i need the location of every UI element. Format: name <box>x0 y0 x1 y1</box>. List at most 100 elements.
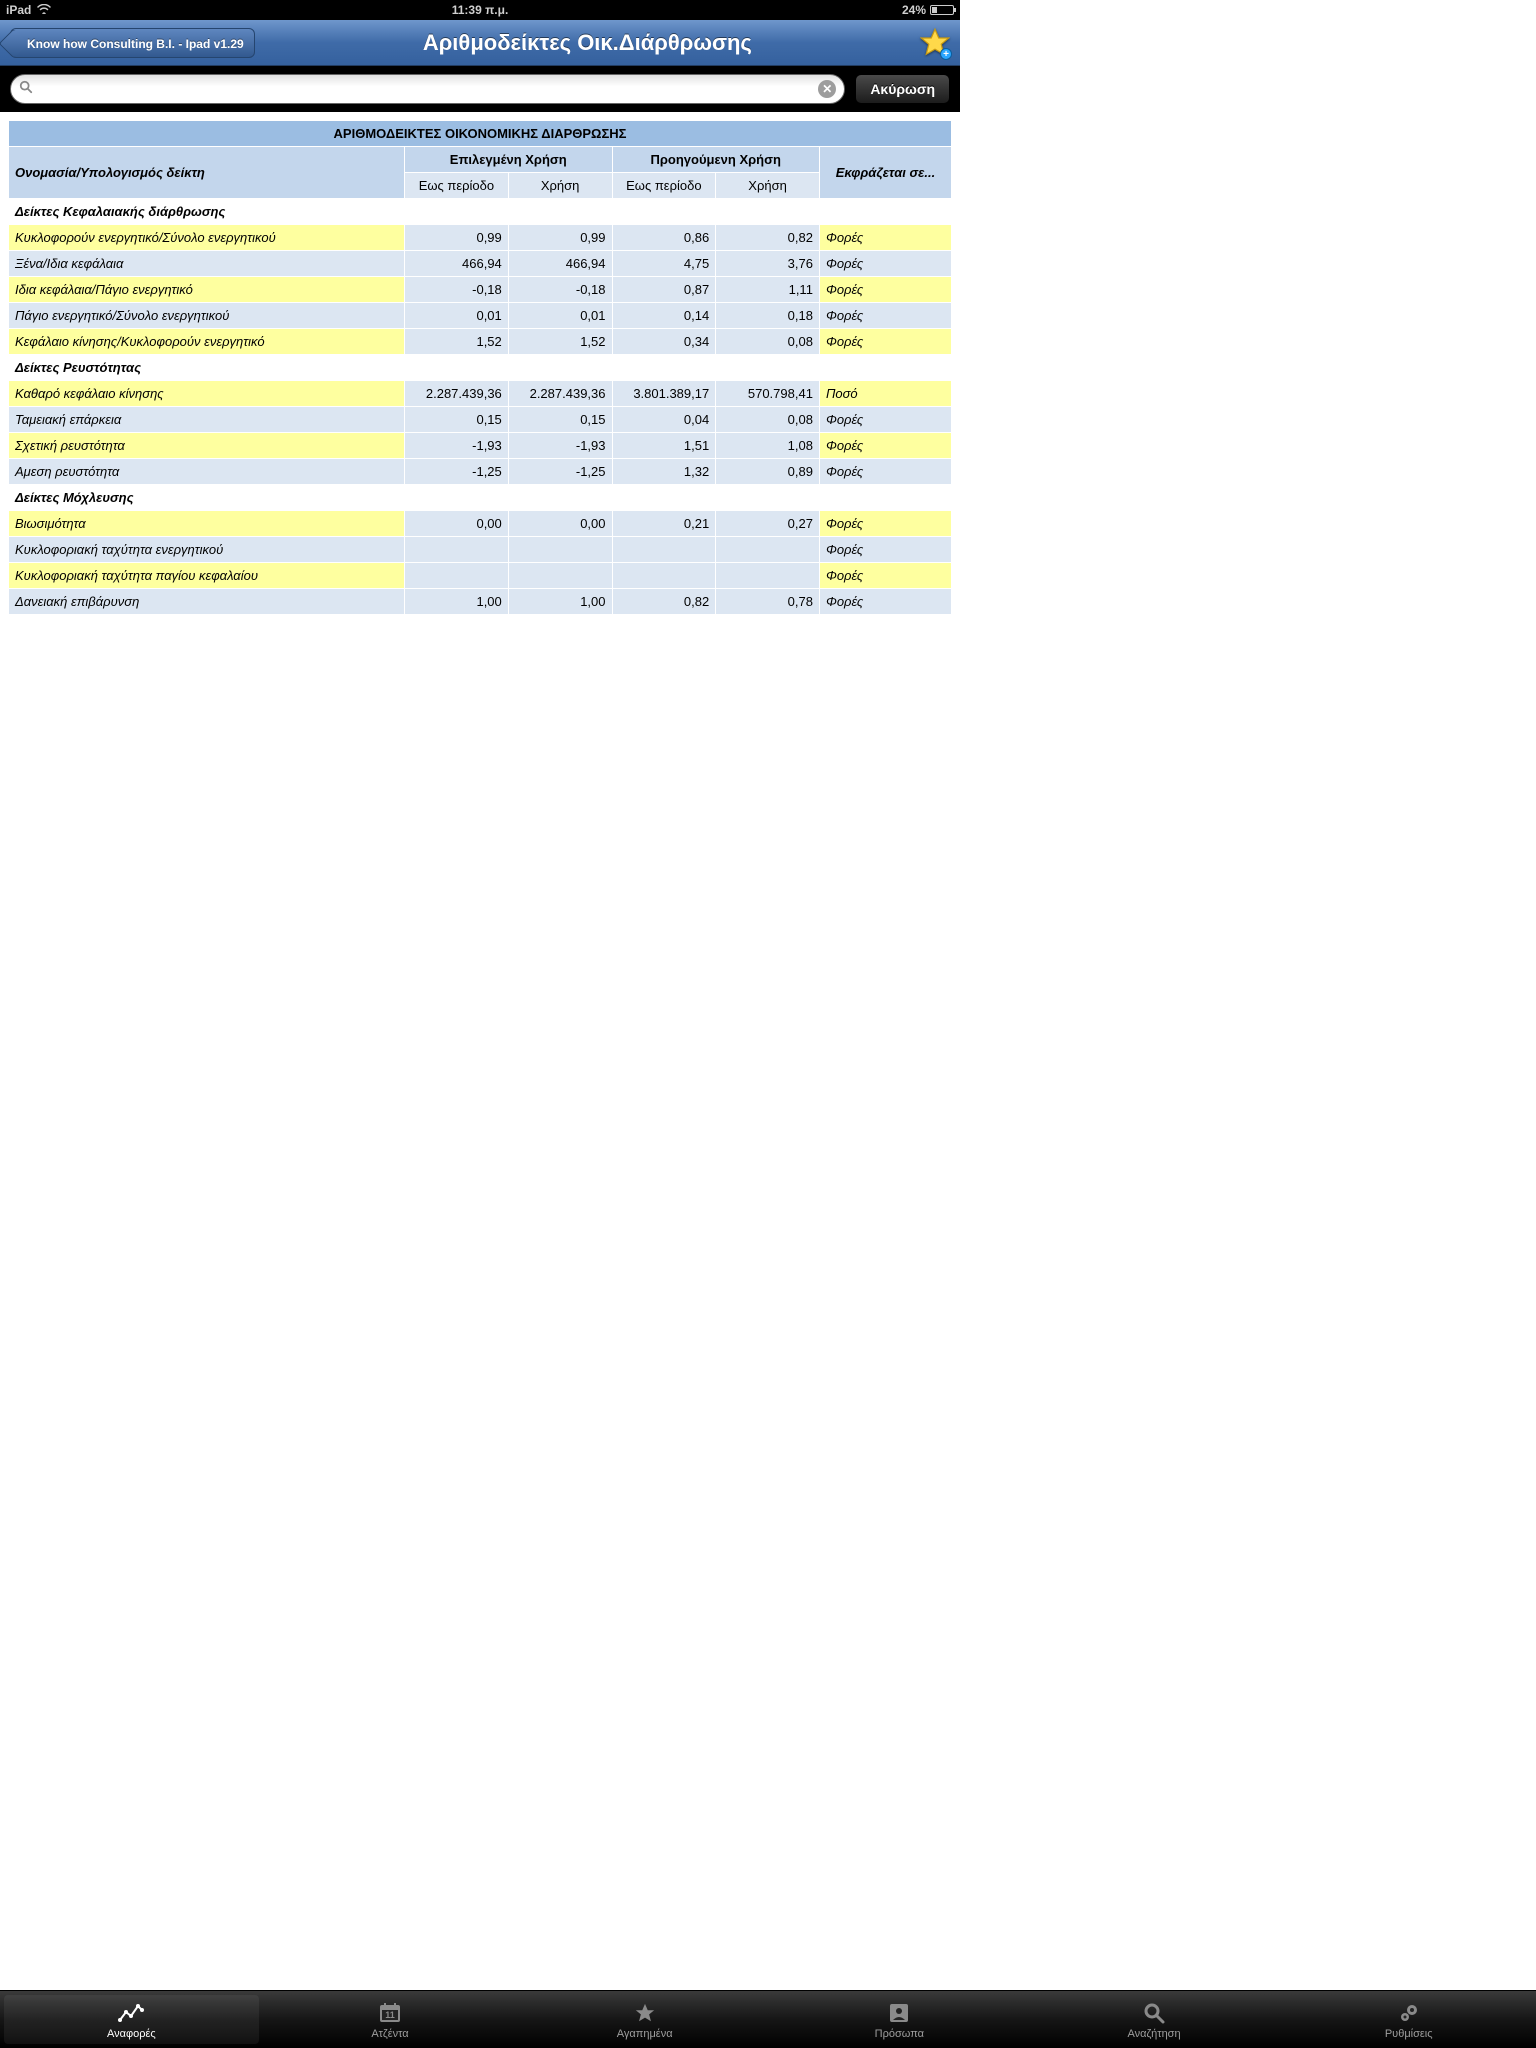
expr-cell: Φορές <box>819 277 951 303</box>
table-row: Πάγιο ενεργητικό/Σύνολο ενεργητικού0,010… <box>9 303 952 329</box>
value-cell: 0,78 <box>716 589 820 615</box>
expr-cell: Φορές <box>819 433 951 459</box>
col-sub-2: Χρήση <box>508 173 612 199</box>
value-cell: 4,75 <box>612 251 716 277</box>
value-cell: 0,15 <box>508 407 612 433</box>
value-cell: 2.287.439,36 <box>405 381 509 407</box>
row-label: Ιδια κεφάλαια/Πάγιο ενεργητικό <box>9 277 405 303</box>
value-cell <box>612 537 716 563</box>
table-row: Καθαρό κεφάλαιο κίνησης2.287.439,362.287… <box>9 381 952 407</box>
expr-cell: Ποσό <box>819 381 951 407</box>
table-row: Αμεση ρευστότητα-1,25-1,251,320,89Φορές <box>9 459 952 485</box>
search-icon <box>1142 2000 1166 2026</box>
col-sub-3: Εως περίοδο <box>612 173 716 199</box>
row-label: Δανειακή επιβάρυνση <box>9 589 405 615</box>
value-cell: 0,01 <box>508 303 612 329</box>
section-header: Δείκτες Ρευστότητας <box>9 355 952 381</box>
search-input[interactable] <box>39 81 812 97</box>
tab-calendar[interactable]: 11 Ατζέντα <box>263 1991 518 2048</box>
value-cell: 466,94 <box>405 251 509 277</box>
value-cell: 0,00 <box>508 511 612 537</box>
device-label: iPad <box>6 3 31 17</box>
search-icon <box>19 80 33 99</box>
row-label: Ξένα/Ιδια κεφάλαια <box>9 251 405 277</box>
table-row: Δανειακή επιβάρυνση1,001,000,820,78Φορές <box>9 589 952 615</box>
tab-contact[interactable]: Πρόσωπα <box>772 1991 1027 2048</box>
value-cell: 2.287.439,36 <box>508 381 612 407</box>
expr-cell: Φορές <box>819 303 951 329</box>
value-cell: -1,93 <box>405 433 509 459</box>
value-cell: 1,08 <box>716 433 820 459</box>
table-row: Κυκλοφορούν ενεργητικό/Σύνολο ενεργητικο… <box>9 225 952 251</box>
row-label: Καθαρό κεφάλαιο κίνησης <box>9 381 405 407</box>
value-cell: 3,76 <box>716 251 820 277</box>
col-group-previous: Προηγούμενη Χρήση <box>612 147 819 173</box>
contact-icon <box>888 2000 910 2026</box>
row-label: Ταμειακή επάρκεια <box>9 407 405 433</box>
tab-chart-line[interactable]: Αναφορές <box>4 1995 259 2044</box>
table-row: Κεφάλαιο κίνησης/Κυκλοφορούν ενεργητικό1… <box>9 329 952 355</box>
tab-star[interactable]: Αγαπημένα <box>517 1991 772 2048</box>
tab-bar: Αναφορές 11 Ατζέντα ΑγαπημέναΠρόσωπα Αναζήτη… <box>0 1990 1536 2048</box>
value-cell: 0,08 <box>716 407 820 433</box>
expr-cell: Φορές <box>819 251 951 277</box>
value-cell: 570.798,41 <box>716 381 820 407</box>
col-sub-4: Χρήση <box>716 173 820 199</box>
cancel-button[interactable]: Ακύρωση <box>855 74 950 104</box>
row-label: Πάγιο ενεργητικό/Σύνολο ενεργητικού <box>9 303 405 329</box>
section-header: Δείκτες Κεφαλαιακής διάρθρωσης <box>9 199 952 225</box>
value-cell: -0,18 <box>405 277 509 303</box>
value-cell: 0,86 <box>612 225 716 251</box>
clear-icon[interactable]: ✕ <box>818 80 836 98</box>
row-label: Κυκλοφοριακή ταχύτητα ενεργητικού <box>9 537 405 563</box>
value-cell: 0,18 <box>716 303 820 329</box>
gear-icon <box>1397 2000 1421 2026</box>
value-cell: 0,89 <box>716 459 820 485</box>
nav-bar: Know how Consulting B.I. - Ipad v1.29 Αρ… <box>0 20 960 66</box>
section-header: Δείκτες Μόχλευσης <box>9 485 952 511</box>
search-bar: ✕ Ακύρωση <box>0 66 960 112</box>
expr-cell: Φορές <box>819 329 951 355</box>
value-cell <box>508 563 612 589</box>
svg-text:11: 11 <box>385 2010 395 2020</box>
cancel-button-label: Ακύρωση <box>870 81 935 97</box>
value-cell: 0,99 <box>405 225 509 251</box>
back-button[interactable]: Know how Consulting B.I. - Ipad v1.29 <box>10 28 255 58</box>
value-cell: -1,25 <box>508 459 612 485</box>
row-label: Κυκλοφορούν ενεργητικό/Σύνολο ενεργητικο… <box>9 225 405 251</box>
value-cell: 0,01 <box>405 303 509 329</box>
table-row: Κυκλοφοριακή ταχύτητα ενεργητικού Φορές <box>9 537 952 563</box>
favorite-star-button[interactable]: + <box>920 28 950 58</box>
value-cell: 3.801.389,17 <box>612 381 716 407</box>
value-cell: 0,00 <box>405 511 509 537</box>
value-cell: 1,32 <box>612 459 716 485</box>
value-cell: 0,14 <box>612 303 716 329</box>
search-field[interactable]: ✕ <box>10 74 845 104</box>
value-cell: 1,00 <box>508 589 612 615</box>
table-row: Σχετική ρευστότητα-1,93-1,931,511,08Φορέ… <box>9 433 952 459</box>
table-row: Ταμειακή επάρκεια0,150,150,040,08Φορές <box>9 407 952 433</box>
expr-cell: Φορές <box>819 459 951 485</box>
table-row: Ξένα/Ιδια κεφάλαια466,94466,944,753,76Φο… <box>9 251 952 277</box>
tab-gear[interactable]: Ρυθμίσεις <box>1281 1991 1536 2048</box>
expr-cell: Φορές <box>819 225 951 251</box>
value-cell: 0,87 <box>612 277 716 303</box>
tab-label: Ατζέντα <box>371 2028 408 2040</box>
expr-cell: Φορές <box>819 589 951 615</box>
add-icon: + <box>940 48 952 60</box>
expr-cell: Φορές <box>819 537 951 563</box>
value-cell <box>405 537 509 563</box>
col-group-selected: Επιλεγμένη Χρήση <box>405 147 612 173</box>
wifi-icon <box>37 3 51 17</box>
content: ΑΡΙΘΜΟΔΕΙΚΤΕΣ ΟΙΚΟΝΟΜΙΚΗΣ ΔΙΑΡΘΡΩΣΗΣ Ονο… <box>0 112 960 623</box>
table-row: Βιωσιμότητα0,000,000,210,27Φορές <box>9 511 952 537</box>
value-cell: 0,34 <box>612 329 716 355</box>
value-cell: 1,52 <box>405 329 509 355</box>
table-row: Ιδια κεφάλαια/Πάγιο ενεργητικό-0,18-0,18… <box>9 277 952 303</box>
value-cell: -1,93 <box>508 433 612 459</box>
tab-label: Αναζήτηση <box>1127 2028 1180 2040</box>
tab-search[interactable]: Αναζήτηση <box>1027 1991 1282 2048</box>
value-cell: 0,21 <box>612 511 716 537</box>
clock: 11:39 π.μ. <box>452 3 509 17</box>
value-cell: -0,18 <box>508 277 612 303</box>
